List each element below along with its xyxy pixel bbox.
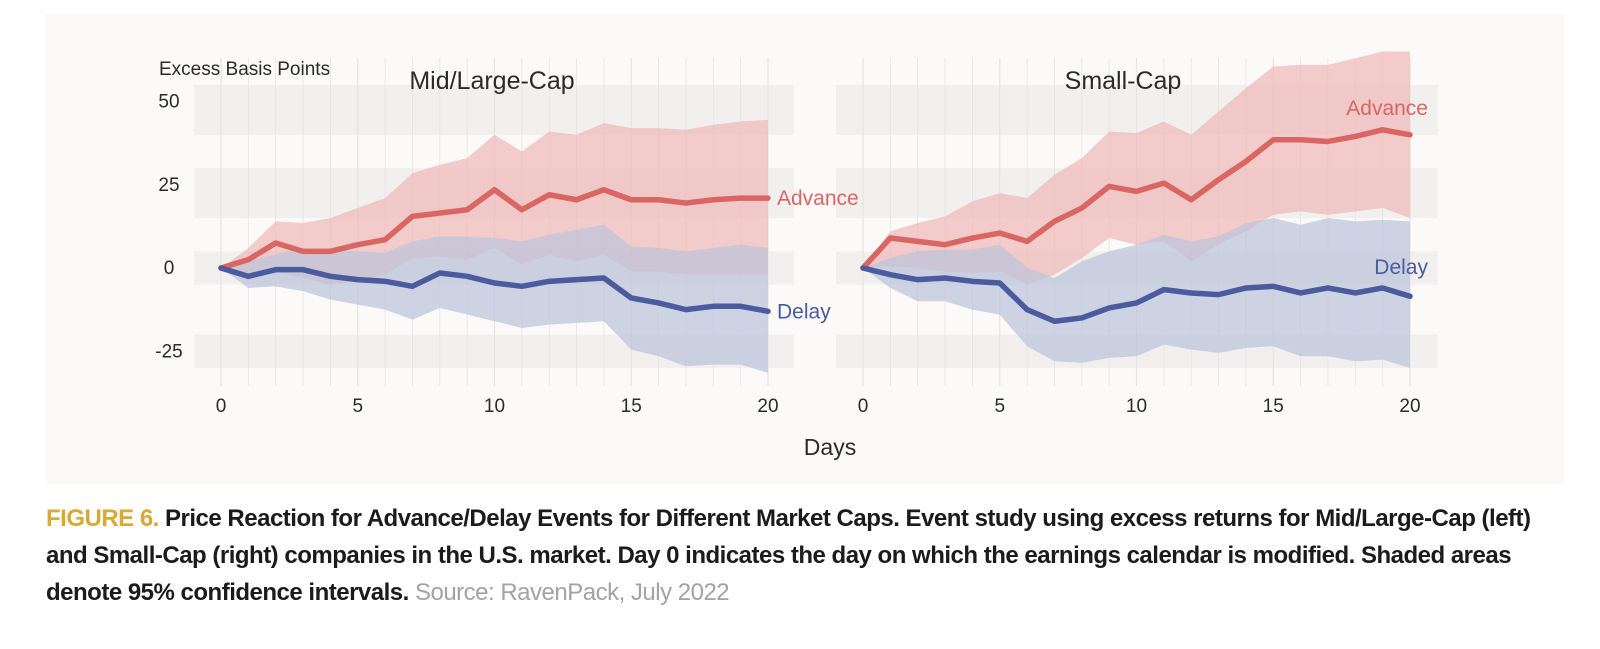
delay-confidence-band xyxy=(221,224,768,373)
y-tick-label: 25 xyxy=(158,175,179,196)
y-axis-label: Excess Basis Points xyxy=(159,59,330,80)
figure-label: FIGURE 6. xyxy=(46,505,159,532)
confidence-bands xyxy=(863,51,1410,368)
panel-title: Small-Cap xyxy=(1065,67,1182,95)
y-tick-label: 0 xyxy=(164,258,175,279)
caption-source: Source: RavenPack, July 2022 xyxy=(414,579,730,606)
delay-series-label: Delay xyxy=(777,300,831,323)
delay-line xyxy=(860,265,1413,325)
figure-caption: FIGURE 6. Price Reaction for Advance/Del… xyxy=(46,500,1566,611)
advance-confidence-band xyxy=(863,51,1410,285)
x-tick-label: 5 xyxy=(994,396,1005,417)
delay-series-label: Delay xyxy=(1374,256,1428,279)
x-tick-label: 0 xyxy=(858,396,869,417)
x-tick-label: 20 xyxy=(757,396,778,417)
caption-text: Price Reaction for Advance/Delay Events … xyxy=(46,505,1531,606)
advance-line xyxy=(860,127,1413,271)
x-tick-label: 10 xyxy=(1126,396,1147,417)
y-tick-label: 50 xyxy=(158,92,179,113)
x-tick-label: 15 xyxy=(621,396,642,417)
x-tick-label: 10 xyxy=(484,396,505,417)
delay-confidence-band xyxy=(863,218,1410,368)
delay-line xyxy=(218,265,771,315)
advance-series-label: Advance xyxy=(1346,97,1428,120)
x-tick-label: 0 xyxy=(216,396,227,417)
x-tick-label: 20 xyxy=(1399,396,1420,417)
x-tick-label: 5 xyxy=(352,396,363,417)
panel-title: Mid/Large-Cap xyxy=(409,67,574,95)
advance-series-label: Advance xyxy=(777,187,859,210)
y-tick-label: -25 xyxy=(155,341,182,362)
x-axis-label: Days xyxy=(804,434,856,460)
advance-line xyxy=(218,186,771,271)
x-tick-label: 15 xyxy=(1263,396,1284,417)
